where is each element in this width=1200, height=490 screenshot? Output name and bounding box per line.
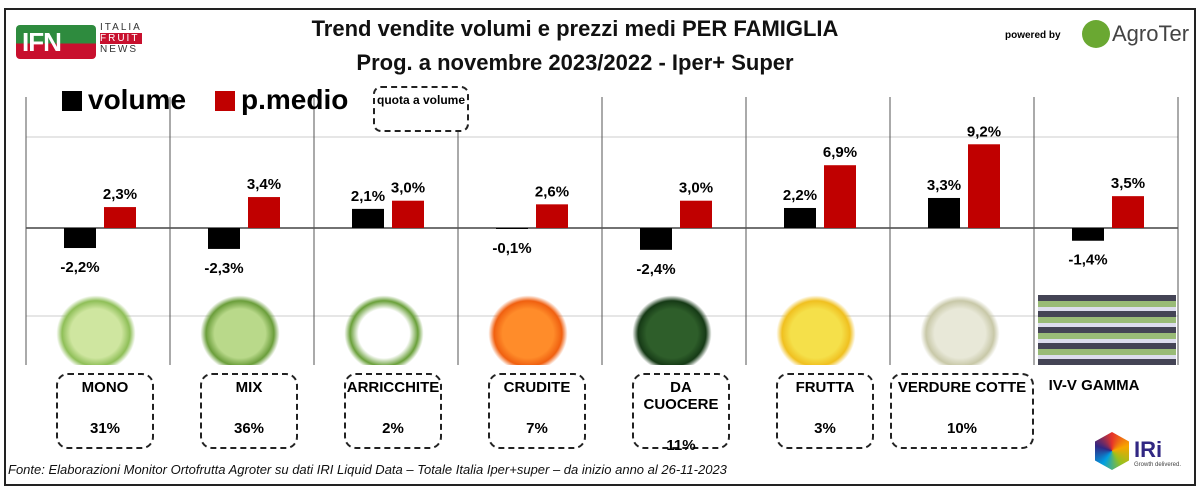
legend-volume: volume [88, 84, 187, 115]
family-quota: 36% [233, 420, 265, 437]
product-image [776, 295, 856, 365]
legend-volume-swatch [62, 91, 82, 111]
iri-tagline: Growth delivered. [1134, 462, 1182, 468]
agroter-tree-icon [1082, 20, 1110, 48]
data-label: -2,3% [204, 260, 243, 277]
data-label: -2,2% [60, 259, 99, 276]
bar-volume [208, 228, 240, 249]
bar-p-medio [536, 204, 568, 228]
bar-p-medio [824, 165, 856, 228]
family-box: ARRICCHITE 2% [344, 373, 442, 449]
data-label: 2,6% [535, 183, 569, 200]
iri-logo: IRi [1134, 437, 1163, 462]
family-box: VERDURE COTTE 10% [890, 373, 1034, 449]
product-image [200, 295, 280, 365]
bar-p-medio [1112, 196, 1144, 228]
powered-by: powered by [1005, 30, 1061, 41]
product-image [56, 295, 136, 365]
family-box: DA CUOCERE 11% [632, 373, 730, 454]
data-label: -0,1% [492, 240, 531, 257]
source-footer: Fonte: Elaborazioni Monitor Ortofrutta A… [8, 462, 727, 477]
bar-p-medio [968, 144, 1000, 228]
family-box: MONO 31% [56, 373, 154, 449]
bar-volume [640, 228, 672, 250]
product-image [488, 295, 568, 365]
logo-sub-2: FRUIT [100, 33, 142, 44]
agroter-logo: AgroTer [1112, 21, 1190, 46]
data-label: 2,1% [351, 188, 385, 205]
data-label: 3,5% [1111, 175, 1145, 192]
family-quota: 11% [666, 437, 696, 454]
bar-p-medio [104, 207, 136, 228]
family-name: FRUTTA [795, 379, 855, 396]
bar-volume [784, 207, 816, 228]
data-label: -2,4% [636, 261, 675, 278]
ifn-logo-sub: ITALIA FRUIT NEWS [100, 22, 142, 55]
data-label: 9,2% [967, 123, 1001, 140]
quota-legend: quota a volume [373, 86, 469, 132]
ifn-logo: IFN [16, 25, 96, 59]
data-label: -1,4% [1068, 252, 1107, 269]
data-label: 3,0% [679, 180, 713, 197]
family-name: VERDURE COTTE [897, 379, 1027, 396]
family-name: MONO [81, 379, 129, 396]
product-image [920, 295, 1000, 365]
legend-price: p.medio [241, 84, 349, 115]
logo-sub-3: NEWS [100, 44, 138, 55]
family-box: MIX 36% [200, 373, 298, 449]
data-label: 6,9% [823, 144, 857, 161]
family-name: IV-V GAMMA [1048, 377, 1140, 394]
bar-p-medio [392, 200, 424, 228]
product-image [344, 295, 424, 365]
chart-title: Trend vendite volumi e prezzi medi PER F… [311, 16, 839, 41]
product-image [1038, 295, 1176, 365]
family-name: ARRICCHITE [346, 379, 440, 396]
product-image [632, 295, 712, 365]
data-label: 2,3% [103, 186, 137, 203]
family-quota: 10% [946, 420, 978, 437]
family-name: MIX [235, 379, 263, 396]
logo-text: IFN [22, 27, 62, 57]
chart-frame [4, 8, 1196, 486]
bar-volume [64, 228, 96, 249]
data-label: 3,3% [927, 177, 961, 194]
bar-p-medio [248, 197, 280, 228]
family-quota: 2% [382, 420, 404, 437]
bar-volume [1072, 228, 1104, 241]
family-box: FRUTTA 3% [776, 373, 874, 449]
family-box: CRUDITE 7% [488, 373, 586, 449]
legend-price-swatch [215, 91, 235, 111]
bar-volume [928, 197, 960, 228]
bar-volume [496, 228, 528, 229]
bar-p-medio [680, 200, 712, 228]
family-name: CRUDITE [503, 379, 571, 396]
logo-sub-1: ITALIA [100, 22, 142, 33]
data-label: 2,2% [783, 187, 817, 204]
family-name: DA CUOCERE [643, 379, 719, 413]
family-quota: 7% [526, 420, 548, 437]
family-quota: 31% [89, 420, 121, 437]
data-label: 3,0% [391, 180, 425, 197]
family-box: IV-V GAMMA [1034, 373, 1154, 449]
data-label: 3,4% [247, 176, 281, 193]
chart-subtitle: Prog. a novembre 2023/2022 - Iper+ Super [356, 50, 794, 75]
bar-volume [352, 208, 384, 228]
family-quota: 3% [814, 420, 836, 437]
